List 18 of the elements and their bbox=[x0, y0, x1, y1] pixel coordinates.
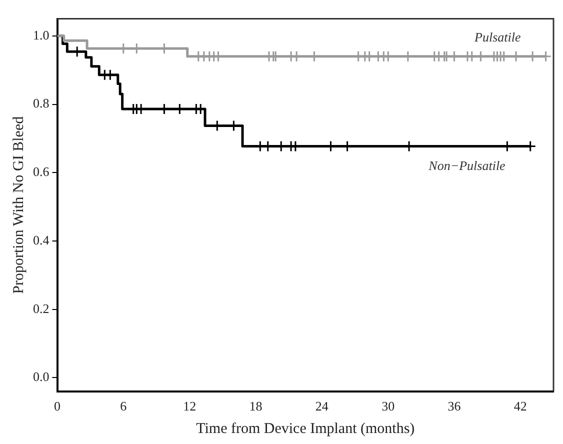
x-tick-label: 42 bbox=[514, 398, 527, 414]
x-tick-label: 12 bbox=[183, 398, 196, 414]
x-tick-label: 36 bbox=[448, 398, 462, 414]
y-tick-label: 1.0 bbox=[33, 27, 50, 42]
x-tick-label: 30 bbox=[382, 398, 395, 414]
x-axis-title: Time from Device Implant (months) bbox=[196, 420, 415, 437]
y-axis-title: Proportion With No GI Bleed bbox=[10, 116, 27, 294]
series-label: Non−Pulsatile bbox=[428, 158, 506, 174]
series-label: Pulsatile bbox=[474, 29, 522, 44]
x-tick-label: 0 bbox=[54, 398, 60, 414]
y-tick-label: 0.0 bbox=[33, 369, 50, 384]
x-tick-label: 18 bbox=[249, 398, 262, 414]
x-tick-label: 24 bbox=[315, 398, 329, 414]
y-tick-label: 0.4 bbox=[33, 232, 50, 248]
y-tick-label: 0.2 bbox=[33, 300, 50, 316]
y-tick-label: 0.8 bbox=[33, 96, 50, 111]
y-tick-label: 0.6 bbox=[33, 164, 50, 180]
x-tick-label: 6 bbox=[120, 398, 128, 414]
